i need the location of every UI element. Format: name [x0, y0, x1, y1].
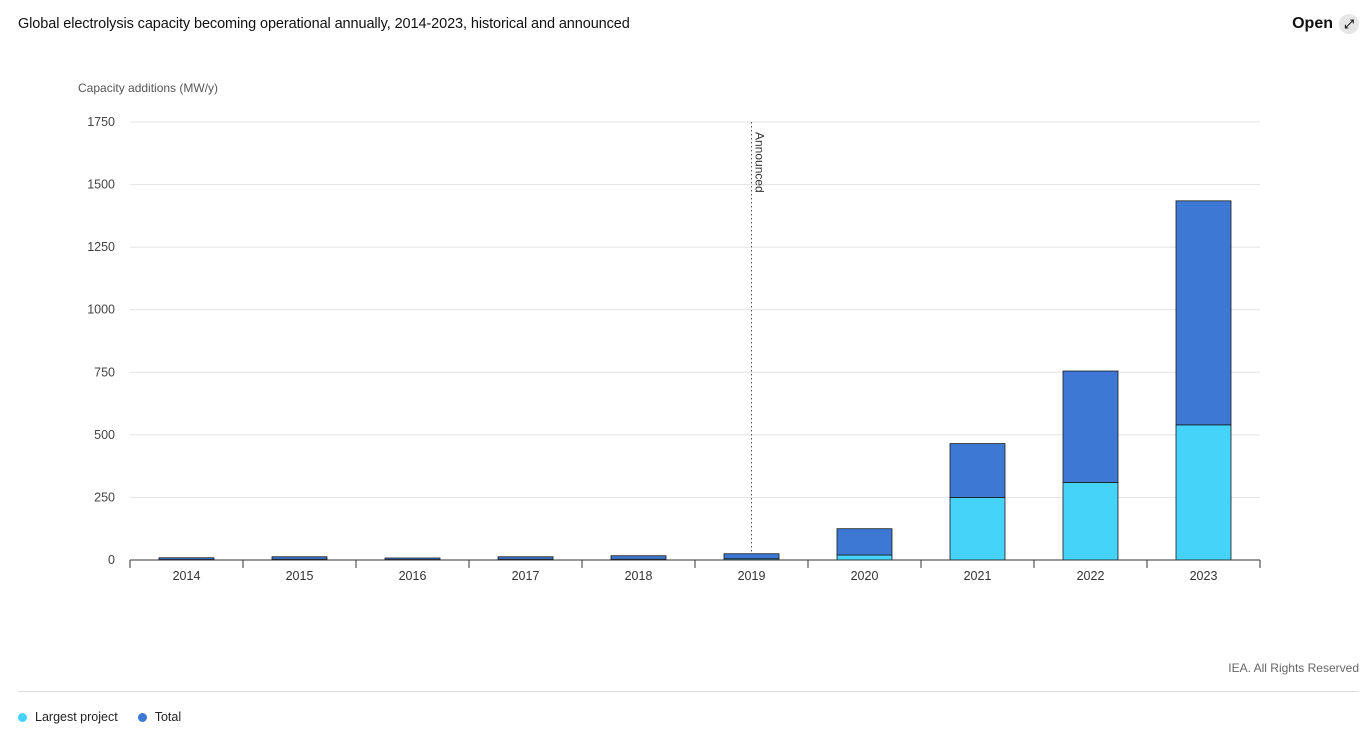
legend-swatch-largest-project [18, 712, 27, 722]
x-tick-label: 2022 [1077, 569, 1105, 583]
bar-largest-project-2021 [949, 497, 1006, 561]
y-tick-label: 0 [108, 553, 115, 567]
y-tick-label: 250 [94, 490, 115, 504]
y-tick-label: 500 [94, 428, 115, 442]
y-tick-label: 1000 [87, 303, 115, 317]
legend-item-largest-project[interactable]: Largest project [18, 710, 118, 724]
y-tick-label: 1250 [87, 240, 115, 254]
chart-plot: 0 250 500 750 1000 1250 1500 1750 Announced 2014 2… [87, 115, 1261, 583]
open-button[interactable]: Open ⤢ [1292, 14, 1359, 34]
x-tick-label: 2020 [851, 569, 879, 583]
y-tick-label: 1500 [87, 178, 115, 192]
x-tick-label: 2018 [625, 569, 653, 583]
bar-total-2019 [723, 553, 780, 560]
bar-total-2014 [158, 557, 215, 560]
y-tick-label: 1750 [87, 115, 115, 129]
credit-text: IEA. All Rights Reserved [1228, 661, 1359, 675]
bar-largest-project-2022 [1062, 482, 1119, 561]
x-tick-label: 2023 [1190, 569, 1218, 583]
legend-label-total: Total [154, 710, 182, 724]
y-tick-label: 750 [94, 365, 115, 379]
bar-total-2023 [1175, 200, 1232, 426]
x-tick-label: 2021 [964, 569, 992, 583]
bar-total-2016 [384, 557, 441, 560]
bar-largest-project-2023 [1175, 424, 1232, 561]
x-tick-label: 2014 [173, 569, 201, 583]
x-tick-label: 2019 [738, 569, 766, 583]
legend-item-total[interactable]: Total [137, 710, 182, 724]
expand-arrows-icon: ⤢ [1339, 14, 1359, 34]
bar-total-2017 [497, 556, 554, 560]
x-tick-label: 2015 [286, 569, 314, 583]
open-label: Open [1292, 15, 1333, 32]
announced-label: Announced [753, 132, 767, 193]
bar-total-2021 [949, 443, 1006, 498]
bar-largest-project-2020 [836, 554, 893, 561]
bar-total-2022 [1062, 370, 1119, 483]
legend: Largest project Total [18, 710, 181, 724]
chart-title: Global electrolysis capacity becoming op… [18, 16, 630, 32]
footer-divider [18, 691, 1359, 692]
legend-swatch-total [137, 712, 147, 722]
bar-total-2020 [836, 528, 893, 556]
x-tick-label: 2017 [512, 569, 540, 583]
bar-total-2018 [610, 555, 667, 560]
bar-total-2015 [271, 556, 328, 560]
y-axis-label: Capacity additions (MW/y) [78, 81, 219, 95]
legend-label-largest-project: Largest project [35, 710, 118, 724]
x-tick-label: 2016 [399, 569, 427, 583]
